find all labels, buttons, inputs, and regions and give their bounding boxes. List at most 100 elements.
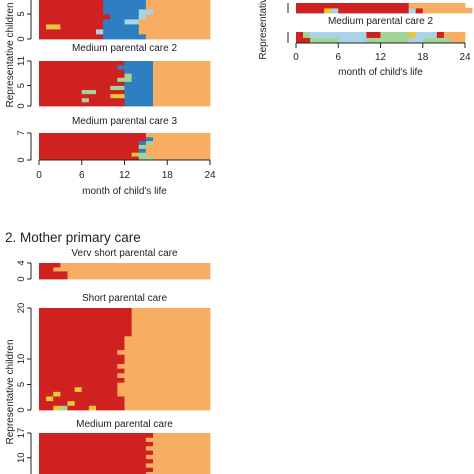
sequence-segment [117, 386, 211, 392]
left-x-axis: 0 6 12 18 24 month of child's life [36, 159, 216, 197]
sequence-segment [145, 437, 211, 442]
sequence-segment [296, 8, 325, 14]
sequence-segment [153, 458, 211, 464]
sequence-segment [324, 8, 332, 14]
sequence-segment [53, 396, 125, 402]
sequence-panel: Medium parental care 2 0 5 11 [16, 43, 211, 109]
sequence-segment [53, 405, 61, 411]
sequence-segment [124, 405, 211, 411]
sequence-segment [145, 136, 154, 142]
sequence-segment [310, 32, 367, 38]
sequence-segment [153, 136, 211, 142]
sequence-segment [39, 148, 140, 153]
sequence-segment [117, 391, 211, 397]
sequence-panel: Medium parental care 3 0 7 [16, 116, 211, 163]
sequence-segment [138, 148, 147, 153]
sequence-segment [366, 37, 410, 44]
sequence-segment [131, 77, 154, 82]
sequence-panel: Medium parental care 2 [287, 16, 466, 44]
sequence-segment [296, 32, 304, 38]
sequence-segment [131, 321, 211, 327]
sequence-segment [39, 152, 133, 157]
sequence-segment [124, 69, 154, 74]
sequence-segment [145, 471, 211, 474]
sequence-segment [131, 317, 211, 323]
sequence-panel: Medium parental care 10 17 [16, 419, 211, 474]
sequence-segment [145, 140, 154, 145]
sequence-segment [39, 471, 147, 474]
sequence-segment [39, 9, 104, 15]
sequence-segment [39, 93, 111, 99]
y-tick-label: 7 [16, 130, 27, 135]
sequence-segment [39, 61, 125, 66]
x-tick-label: 12 [375, 52, 387, 63]
sequence-segment [39, 340, 125, 346]
sequence-segment [39, 136, 147, 142]
panel-title: Short parental care [82, 293, 167, 304]
sequence-segment [131, 308, 211, 314]
sequence-segment [39, 391, 54, 397]
sequence-segment [39, 345, 125, 351]
sequence-segment [138, 9, 154, 15]
sequence-segment [39, 445, 147, 451]
sequence-segment [153, 450, 211, 455]
sequence-segment [408, 3, 466, 9]
sequence-segment [138, 156, 154, 161]
sequence-segment [422, 8, 473, 14]
panel-title: Medium parental care 2 [328, 16, 433, 27]
sequence-segment [60, 405, 68, 411]
sequence-segment [138, 144, 147, 149]
sequence-segment [67, 271, 211, 276]
sequence-segment [81, 89, 97, 95]
sequence-segment [422, 37, 452, 44]
sequence-segment [103, 0, 147, 5]
x-tick-label: 24 [204, 170, 216, 181]
sequence-segment [39, 349, 118, 355]
panel-title: Medium parental care [76, 419, 173, 430]
sequence-segment [110, 14, 140, 20]
sequence-segment [103, 29, 140, 35]
sequence-segment [131, 331, 211, 337]
x-tick-label: 6 [335, 52, 341, 63]
sequence-segment [74, 400, 125, 406]
sequence-segment [67, 400, 76, 406]
sequence-segment [53, 391, 61, 397]
sequence-segment [117, 382, 211, 388]
sequence-segment [53, 267, 211, 272]
sequence-segment [153, 93, 211, 99]
sequence-segment [124, 340, 211, 346]
y-tick-label: 0 [16, 36, 27, 41]
sequence-segment [39, 372, 118, 378]
sequence-segment [124, 97, 154, 103]
sequence-segment [39, 263, 61, 268]
x-axis-label: month of child's life [82, 186, 167, 197]
x-tick-label: 6 [79, 170, 85, 181]
sequence-segment [96, 89, 125, 95]
sequence-segment [153, 101, 211, 107]
sequence-segment [153, 97, 211, 103]
right-x-axis: 0 6 12 18 24 month of child's life [293, 42, 471, 78]
sequence-segment [39, 65, 118, 70]
sequence-segment [39, 377, 125, 383]
sequence-segment [124, 101, 154, 107]
sequence-segment [366, 32, 381, 38]
sequence-segment [39, 308, 133, 314]
sequence-segment [153, 85, 211, 91]
sequence-segment [88, 97, 125, 103]
y-tick-label: 20 [16, 303, 27, 314]
sequence-segment [138, 152, 147, 157]
sequence-segment [117, 363, 211, 369]
sequence-segment [39, 140, 140, 145]
sequence-segment [131, 312, 211, 318]
sequence-segment [450, 37, 466, 44]
sequence-segment [103, 34, 147, 40]
sequence-segment [138, 19, 211, 25]
sequence-segment [408, 32, 417, 38]
sequence-segment [124, 85, 154, 91]
sequence-segment [145, 463, 211, 468]
y-tick-label: 11 [16, 56, 27, 66]
sequence-segment [81, 386, 118, 392]
y-tick-label: 10 [16, 354, 27, 365]
x-axis-label: month of child's life [338, 67, 423, 78]
sequence-segment [39, 450, 154, 455]
